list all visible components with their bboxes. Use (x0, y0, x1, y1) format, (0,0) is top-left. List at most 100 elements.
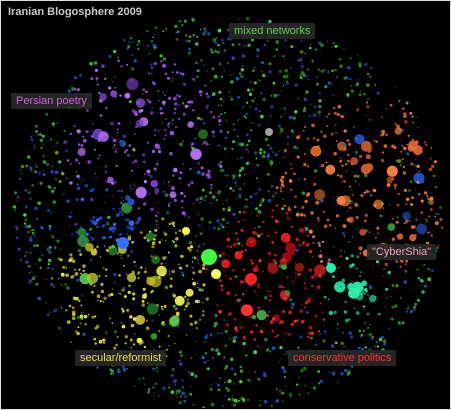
node (209, 387, 213, 391)
node (357, 78, 360, 81)
node (109, 368, 112, 371)
node (33, 146, 36, 149)
node (249, 380, 251, 383)
node (101, 64, 105, 69)
node (229, 245, 233, 249)
node (187, 216, 190, 219)
node (152, 36, 154, 38)
node (123, 39, 126, 42)
node (146, 302, 149, 305)
node (360, 140, 372, 152)
node (126, 47, 129, 50)
node (60, 283, 63, 286)
node (218, 279, 222, 283)
node (218, 144, 220, 147)
node (365, 189, 369, 194)
node (117, 59, 120, 63)
node (289, 298, 293, 302)
node (25, 164, 29, 168)
node (77, 227, 87, 237)
node (117, 122, 121, 125)
node (351, 366, 353, 368)
node (310, 211, 314, 215)
node (342, 331, 344, 334)
node (434, 212, 438, 216)
node (120, 257, 123, 259)
node (291, 243, 294, 245)
node (239, 380, 243, 384)
cluster-label: conservative politics (288, 350, 397, 366)
node (350, 162, 354, 166)
node (391, 237, 395, 241)
node (243, 342, 246, 345)
node (401, 129, 404, 132)
node (348, 331, 352, 335)
node (311, 59, 314, 62)
node (145, 326, 150, 330)
node (83, 314, 88, 319)
node (344, 118, 346, 120)
node (168, 127, 170, 129)
node (366, 101, 369, 104)
node (36, 244, 39, 247)
node (306, 234, 310, 238)
node (50, 170, 54, 174)
node (131, 54, 133, 56)
node (224, 381, 226, 384)
node (114, 86, 117, 89)
node (320, 260, 324, 263)
node (430, 208, 433, 211)
node (245, 133, 249, 137)
node (195, 353, 197, 356)
node (161, 121, 164, 124)
node (160, 262, 163, 265)
hub-node (201, 249, 217, 265)
node (173, 96, 177, 101)
node (260, 212, 263, 214)
node (69, 181, 73, 185)
node (284, 171, 288, 175)
node (259, 151, 262, 155)
node (150, 207, 154, 211)
node (70, 212, 73, 214)
node (432, 174, 435, 178)
node (29, 166, 33, 170)
node (81, 240, 84, 244)
node (203, 199, 206, 202)
node (75, 171, 78, 173)
node (355, 109, 358, 112)
node (74, 268, 77, 271)
node (137, 207, 140, 210)
node (375, 260, 379, 264)
node (142, 93, 144, 95)
node (352, 295, 354, 297)
node (171, 186, 175, 191)
node (319, 250, 322, 252)
node (68, 304, 72, 308)
node (105, 275, 107, 277)
node (204, 84, 207, 87)
node (199, 196, 203, 201)
node (226, 174, 229, 177)
node (187, 131, 189, 133)
node (383, 144, 388, 148)
node (244, 45, 246, 47)
node (228, 91, 231, 93)
node (73, 125, 76, 128)
node (240, 304, 253, 317)
node (80, 225, 83, 229)
node (199, 117, 203, 121)
node (317, 217, 320, 220)
node (315, 82, 319, 86)
node (227, 379, 232, 384)
node (270, 95, 273, 97)
node (148, 174, 150, 176)
node (64, 283, 68, 286)
node (245, 161, 249, 165)
node (286, 216, 291, 221)
node (324, 85, 328, 89)
node (186, 298, 189, 301)
node (130, 347, 132, 349)
node (317, 370, 321, 373)
node (34, 163, 37, 166)
